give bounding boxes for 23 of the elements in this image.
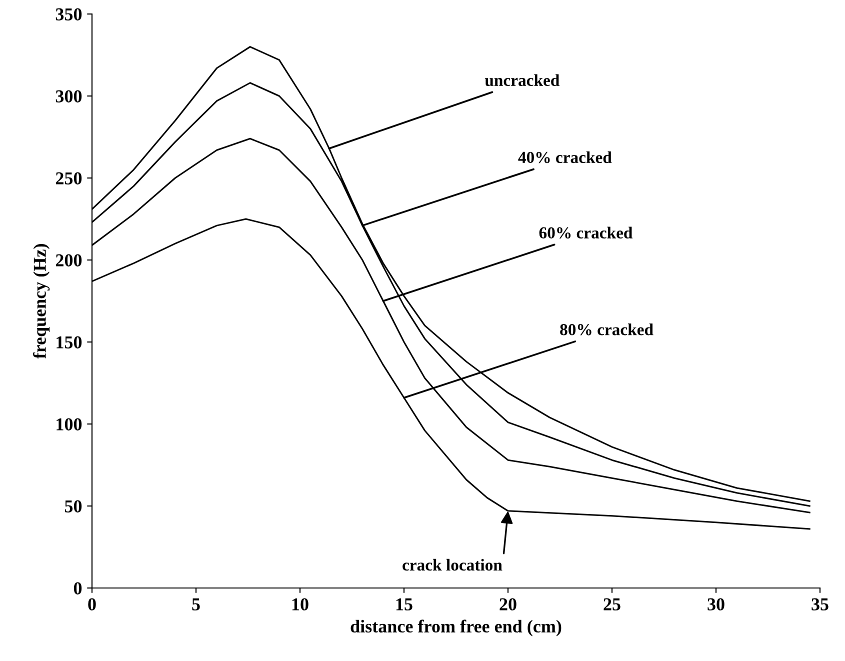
annotation: 60% cracked <box>539 226 633 239</box>
y-tick-label: 50 <box>64 500 82 512</box>
annotation: 40% cracked <box>518 151 612 164</box>
annotation: crack location <box>402 558 502 571</box>
annotation: 80% cracked <box>560 324 654 336</box>
x-tick-label: 10 <box>292 598 308 610</box>
y-tick-label: 300 <box>56 90 82 102</box>
x-tick-label: 25 <box>604 598 620 610</box>
annotation: uncracked <box>484 74 560 86</box>
x-tick-label: 30 <box>708 598 724 610</box>
y-tick-label: 150 <box>56 336 82 348</box>
x-axis-title: distance from free end (cm) <box>350 620 562 636</box>
x-tick-label: 35 <box>812 598 828 610</box>
y-tick-label: 0 <box>74 582 82 594</box>
y-tick-label: 200 <box>56 254 82 266</box>
y-axis-title: frequency (Hz) <box>33 244 50 359</box>
y-tick-label: 100 <box>56 418 82 430</box>
x-tick-label: 20 <box>500 598 516 610</box>
y-tick-label: 350 <box>56 8 82 20</box>
x-tick-label: 5 <box>192 598 200 610</box>
y-tick-label: 250 <box>56 172 82 184</box>
x-tick-label: 0 <box>88 598 96 610</box>
x-tick-label: 15 <box>396 598 412 610</box>
